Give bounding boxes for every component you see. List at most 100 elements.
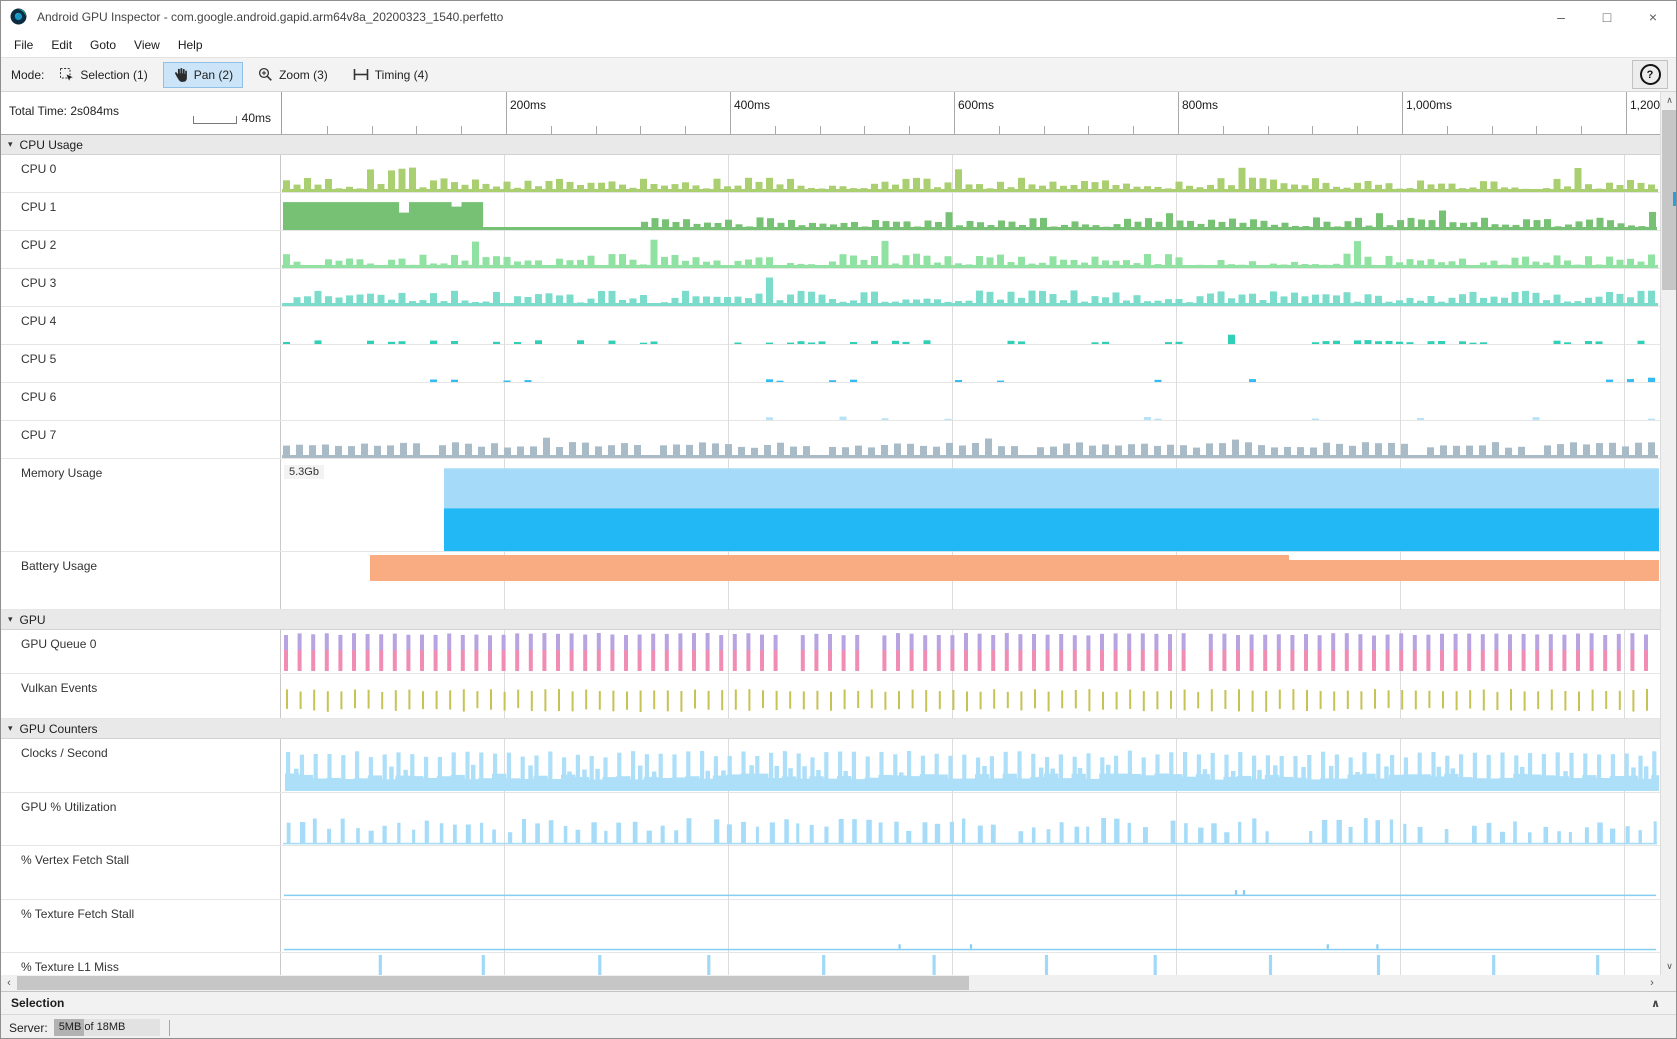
timing-mode-button[interactable]: Timing (4) [343,63,439,87]
close-button[interactable]: × [1648,8,1658,25]
collapse-triangle-icon[interactable]: ▾ [8,614,13,624]
menu-item-edit[interactable]: Edit [51,37,73,52]
track-row-cpu6[interactable]: CPU 6 [1,383,1660,421]
mode-toolbar: Mode: Selection (1) Pan (2) Zoom (3) Timing… [1,57,1676,92]
ruler-minor-tick [550,126,552,134]
menu-bar: File Edit Goto View Help [1,32,1676,57]
track-chart-cpu1[interactable] [281,193,1659,231]
selection-panel-header[interactable]: Selection ∧ [1,991,1676,1014]
track-chart-gpu_utilization[interactable] [281,793,1659,846]
track-chart-cpu6[interactable] [281,383,1659,421]
track-row-texture_l1_miss[interactable]: % Texture L1 Miss [1,953,1660,975]
track-chart-cpu5[interactable] [281,345,1659,383]
progress-text: 5MB of 18MB [58,1021,126,1033]
menu-item-file[interactable]: File [14,37,34,52]
track-chart-battery[interactable] [281,552,1659,610]
total-time-label: Total Time: 2s084ms [9,104,120,118]
scale-bracket-icon [192,116,237,124]
server-label: Server: [9,1020,48,1035]
ruler-minor-tick [1267,126,1269,134]
selection-mode-button[interactable]: Selection (1) [49,62,157,87]
scale-label: 40ms [241,111,271,125]
help-button[interactable]: ? [1632,60,1668,89]
track-row-battery[interactable]: Battery Usage [1,552,1660,610]
track-label: % Texture L1 Miss [1,953,281,975]
horizontal-scroll-thumb[interactable] [17,976,969,990]
ruler-minor-tick [326,126,328,134]
track-chart-texture_fetch_stall[interactable] [281,900,1659,953]
track-row-cpu1[interactable]: CPU 1 [1,193,1660,231]
scroll-up-arrow-icon[interactable]: ∧ [1661,92,1676,109]
section-header-gpu-counters[interactable]: ▾ GPU Counters [1,719,1660,739]
track-row-vertex_fetch_stall[interactable]: % Vertex Fetch Stall [1,846,1660,900]
menu-item-help[interactable]: Help [177,37,203,52]
timeline-viewport[interactable]: ▾ CPU Usage CPU 0 CPU 1 CPU 2 CPU 3 CPU 4 CPU 5… [1,135,1660,975]
status-bar: Server: 5MB of 18MB [1,1014,1676,1038]
scroll-right-arrow-icon[interactable]: › [1644,975,1660,991]
ruler-tick-label: 1,000ms [1406,98,1453,112]
ruler-minor-tick [864,126,866,134]
track-chart-texture_l1_miss[interactable] [281,953,1659,975]
track-label: CPU 6 [1,383,281,420]
ruler-minor-tick [461,126,463,134]
track-chart-cpu4[interactable] [281,307,1659,345]
scrollbar-corner [1660,975,1676,991]
progress-fill [53,1019,84,1036]
track-row-gpu_utilization[interactable]: GPU % Utilization [1,793,1660,846]
track-row-clocks_per_second[interactable]: Clocks / Second [1,739,1660,793]
section-header-gpu[interactable]: ▾ GPU [1,610,1660,630]
ruler-minor-tick [1446,126,1448,134]
track-chart-vulkan_events[interactable] [281,674,1659,719]
ruler-minor-tick [1491,126,1493,134]
track-row-cpu0[interactable]: CPU 0 [1,155,1660,193]
track-chart-clocks_per_second[interactable] [281,739,1659,793]
vertical-scroll-thumb[interactable] [1662,110,1676,290]
menu-item-view[interactable]: View [134,37,160,52]
zoom-mode-button[interactable]: Zoom (3) [248,62,338,87]
menu-item-goto[interactable]: Goto [90,37,117,52]
scroll-position-marker [1673,192,1676,206]
track-row-vulkan_events[interactable]: Vulkan Events [1,674,1660,719]
track-row-cpu4[interactable]: CPU 4 [1,307,1660,345]
ruler-tick-label: 200ms [510,98,547,112]
chevron-up-icon[interactable]: ∧ [1651,997,1660,1010]
collapse-triangle-icon[interactable]: ▾ [8,723,13,733]
track-row-cpu5[interactable]: CPU 5 [1,345,1660,383]
track-row-memory[interactable]: Memory Usage 5.3Gb [1,459,1660,552]
track-label: Vulkan Events [1,674,281,718]
ruler-scale-area[interactable]: 200ms 400ms 600ms 800ms 1,000ms 1,200ms [282,92,1660,134]
track-chart-cpu3[interactable] [281,269,1659,307]
maximize-button[interactable]: □ [1602,8,1612,25]
pan-mode-button[interactable]: Pan (2) [162,61,244,88]
track-chart-memory[interactable]: 5.3Gb [281,459,1659,552]
window-title: Android GPU Inspector - com.google.andro… [37,9,504,24]
track-chart-cpu7[interactable] [281,421,1659,459]
track-row-texture_fetch_stall[interactable]: % Texture Fetch Stall [1,900,1660,953]
track-row-gpu_queue0[interactable]: GPU Queue 0 [1,630,1660,674]
track-row-cpu3[interactable]: CPU 3 [1,269,1660,307]
horizontal-scrollbar[interactable]: ‹ › [1,975,1660,991]
time-ruler: Total Time: 2s084ms 40ms 200ms 400ms 600ms… [1,92,1660,135]
track-chart-cpu0[interactable] [281,155,1659,193]
track-chart-vertex_fetch_stall[interactable] [281,846,1659,900]
collapse-triangle-icon[interactable]: ▾ [8,139,13,149]
ruler-minor-tick [774,126,776,134]
track-label: % Vertex Fetch Stall [1,846,281,899]
scroll-down-arrow-icon[interactable]: ∨ [1661,958,1676,975]
ruler-tick-label: 800ms [1182,98,1219,112]
scroll-left-arrow-icon[interactable]: ‹ [1,975,17,991]
track-row-cpu7[interactable]: CPU 7 [1,421,1660,459]
ruler-minor-tick [416,126,418,134]
track-row-cpu2[interactable]: CPU 2 [1,231,1660,269]
track-label: GPU % Utilization [1,793,281,845]
track-chart-cpu2[interactable] [281,231,1659,269]
tool-button-label: Selection (1) [80,67,148,82]
track-chart-gpu_queue0[interactable] [281,630,1659,674]
section-header-cpu-usage[interactable]: ▾ CPU Usage [1,135,1660,155]
track-label: CPU 4 [1,307,281,344]
mode-buttons: Selection (1) Pan (2) Zoom (3) Timing (4) [44,61,439,88]
section-title: GPU Counters [19,721,98,736]
minimize-button[interactable]: – [1557,8,1565,25]
vertical-scrollbar[interactable]: ∧ ∨ [1660,92,1676,975]
